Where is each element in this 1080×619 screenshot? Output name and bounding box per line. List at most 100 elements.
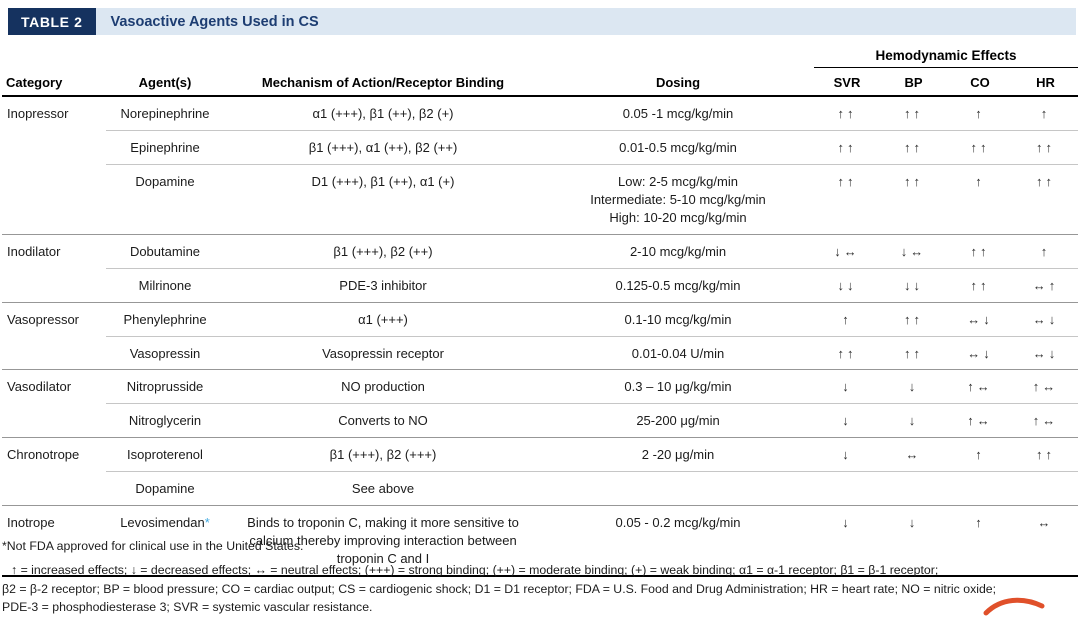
co-effect-cell: ↔↓ (947, 335, 1013, 370)
table-row: Inopressor Norepinephrine α1 (+++), β1 (… (2, 97, 1078, 130)
dosing-cell: 0.125-0.5 mcg/kg/min (542, 267, 814, 302)
co-effect-cell: ↑↔ (967, 379, 993, 395)
svr-effect-cell: ↑↑ (837, 106, 857, 121)
journal-logo-swoosh-icon (983, 597, 1045, 616)
dosing-cell: 0.3 – 10 μg/kg/min (624, 379, 732, 395)
dosing-cell: 0.01-0.5 mcg/kg/min (542, 129, 814, 164)
bp-effect-cell: ↓↔ (900, 243, 927, 259)
table-row: Epinephrine β1 (+++), α1 (++), β2 (++) 0… (2, 129, 1078, 164)
agent-cell: Levosimendan* (106, 506, 224, 539)
table-title-bar: TABLE 2 Vasoactive Agents Used in CS (8, 8, 1076, 35)
co-effect-cell: ↑↑ (970, 243, 990, 259)
agent-cell: Vasopressin (106, 335, 224, 370)
col-header-dosing: Dosing (655, 75, 701, 90)
hr-effect-cell: ↔↑ (1013, 267, 1078, 302)
category-cell: Vasodilator (7, 379, 72, 395)
col-header-mechanism: Mechanism of Action/Receptor Binding (261, 75, 505, 90)
category-cell: Inotrope (7, 515, 55, 531)
svr-effect-cell: ↑↑ (814, 163, 880, 198)
col-header-co: CO (970, 75, 990, 90)
col-header-agents: Agent(s) (138, 75, 192, 90)
hr-effect-cell: ↑↑ (1036, 447, 1055, 463)
hr-effect-cell: ↔ (1037, 515, 1054, 531)
agent-cell: Norepinephrine (120, 106, 210, 121)
dosing-cell: 0.05 -1 mcg/kg/min (622, 106, 734, 121)
co-effect-cell: ↑↔ (947, 403, 1013, 437)
mechanism-cell: α1 (+++) (358, 311, 408, 327)
mechanism-cell: β1 (+++), β2 (+++) (329, 447, 437, 463)
co-effect-cell: ↔↓ (967, 311, 993, 327)
bp-effect-cell: ↑↑ (880, 129, 947, 164)
agent-cell: Dopamine (106, 471, 224, 505)
agent-cell: Phenylephrine (123, 311, 207, 327)
dosing-cell: 0.01-0.04 U/min (542, 335, 814, 370)
category-cell: Inopressor (7, 106, 69, 121)
column-header-row: Category Agent(s) Mechanism of Action/Re… (2, 68, 1078, 95)
hr-effect-cell: ↑↔ (1032, 379, 1059, 395)
mechanism-cell: NO production (341, 379, 425, 395)
hr-effect-cell: ↔↓ (1013, 335, 1078, 370)
category-group-vasopressor: Vasopressor Phenylephrine α1 (+++) 0.1-1… (2, 301, 1078, 370)
category-group-inodilator: Inodilator Dobutamine β1 (+++), β2 (++) … (2, 233, 1078, 302)
co-effect-cell (947, 471, 1013, 501)
bp-effect-cell: ↔ (905, 447, 922, 463)
category-cell (2, 471, 106, 501)
dosing-cell: 0.05 - 0.2 mcg/kg/min (615, 515, 741, 531)
table-row: Vasopressor Phenylephrine α1 (+++) 0.1-1… (2, 303, 1078, 336)
bp-effect-cell: ↓↓ (880, 267, 947, 302)
table-row: Chronotrope Isoproterenol β1 (+++), β2 (… (2, 438, 1078, 471)
bp-effect-cell: ↑↑ (880, 163, 947, 198)
co-effect-cell: ↑ (975, 106, 985, 121)
svr-effect-cell: ↓ (814, 403, 880, 437)
bp-effect-cell: ↑↑ (904, 106, 923, 121)
svr-effect-cell: ↓↓ (814, 267, 880, 302)
svr-effect-cell (814, 471, 880, 501)
agent-cell: Nitroglycerin (106, 403, 224, 437)
col-header-category: Category (6, 75, 63, 90)
mechanism-cell: Binds to troponin C, making it more sens… (247, 515, 519, 567)
dosing-cell: 0.1-10 mcg/kg/min (624, 311, 732, 327)
table-header: Hemodynamic Effects Category Agent(s) Me… (2, 46, 1078, 97)
mechanism-cell: Converts to NO (224, 403, 542, 437)
table-row: Nitroglycerin Converts to NO 25-200 μg/m… (2, 403, 1078, 437)
hr-effect-cell: ↑ (1040, 243, 1051, 259)
svr-effect-cell: ↓↔ (834, 243, 860, 259)
category-group-inopressor: Inopressor Norepinephrine α1 (+++), β1 (… (2, 97, 1078, 234)
category-cell (2, 403, 106, 433)
hemodynamic-effects-group-header: Hemodynamic Effects (814, 48, 1078, 68)
table-row: Inotrope Levosimendan* Binds to troponin… (2, 506, 1078, 575)
category-group-chronotrope: Chronotrope Isoproterenol β1 (+++), β2 (… (2, 437, 1078, 505)
table-row: Vasopressin Vasopressin receptor 0.01-0.… (2, 335, 1078, 370)
co-effect-cell: ↑↑ (947, 129, 1013, 164)
hr-effect-cell: ↑↑ (1013, 163, 1078, 198)
dosing-cell: Low: 2-5 mcg/kg/min Intermediate: 5-10 m… (542, 163, 814, 234)
mechanism-cell: β1 (+++), β2 (++) (333, 243, 433, 259)
agent-cell: Milrinone (106, 267, 224, 302)
category-cell (2, 164, 106, 194)
svr-effect-cell: ↓ (842, 515, 852, 531)
dosing-cell: 2 -20 μg/min (641, 447, 715, 463)
hr-effect-cell: ↑↑ (1013, 129, 1078, 164)
table-row: Milrinone PDE-3 inhibitor 0.125-0.5 mcg/… (2, 267, 1078, 302)
table-footnotes: *Not FDA approved for clinical use in th… (2, 538, 1078, 617)
hr-effect-cell: ↔↓ (1032, 311, 1059, 327)
category-cell (2, 268, 106, 298)
bp-effect-cell: ↓ (908, 515, 919, 531)
co-effect-cell: ↑ (975, 447, 985, 463)
category-cell: Inodilator (7, 243, 61, 259)
table-row: Vasodilator Nitroprusside NO production … (2, 370, 1078, 403)
bp-effect-cell: ↑↑ (880, 335, 947, 370)
co-effect-cell: ↑ (947, 163, 1013, 198)
table-body: Inopressor Norepinephrine α1 (+++), β1 (… (2, 97, 1078, 577)
agent-cell: Isoproterenol (127, 447, 203, 463)
fda-footnote: *Not FDA approved for clinical use in th… (2, 539, 304, 553)
agent-cell: Dopamine (106, 163, 224, 198)
category-cell (2, 130, 106, 160)
col-header-hr: HR (1036, 75, 1055, 90)
hemodynamic-group-row: Hemodynamic Effects (2, 46, 1078, 68)
mechanism-cell: β1 (+++), α1 (++), β2 (++) (224, 129, 542, 164)
table-row: Inodilator Dobutamine β1 (+++), β2 (++) … (2, 235, 1078, 268)
table-row: Dopamine See above (2, 471, 1078, 505)
hr-effect-cell: ↑ (1040, 106, 1051, 121)
